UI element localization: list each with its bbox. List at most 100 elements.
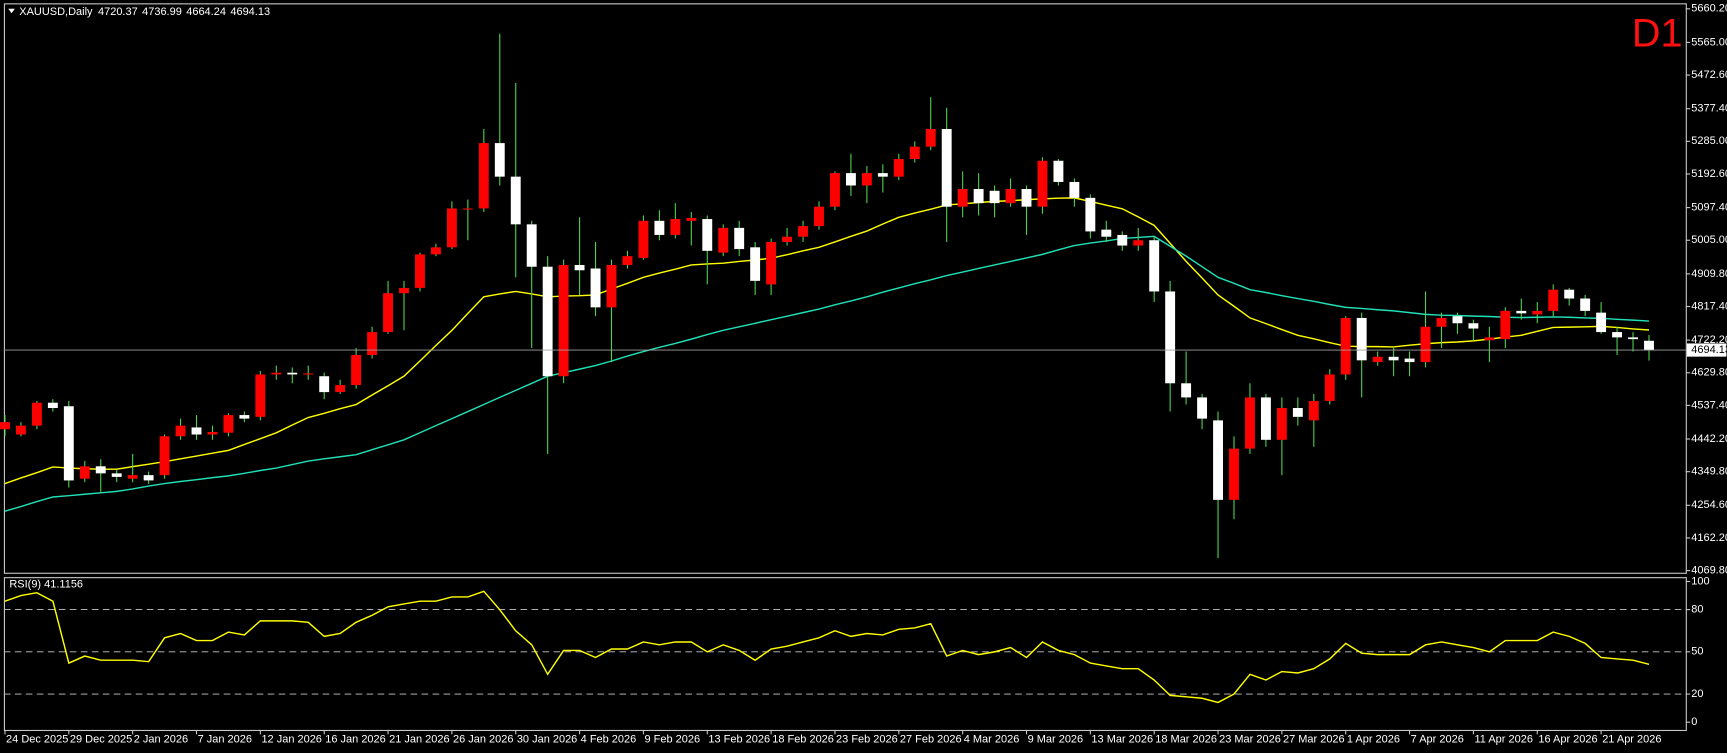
y-tick-label: 5285.00	[1691, 135, 1727, 147]
moving-average-line	[4, 197, 1650, 485]
candle-body	[399, 287, 409, 294]
candle-body	[670, 219, 681, 235]
candle-body	[271, 372, 282, 375]
candle-body	[1404, 358, 1415, 363]
candle-body	[1644, 340, 1654, 351]
x-tick-label: 4 Mar 2026	[964, 734, 1020, 746]
x-tick-label: 13 Mar 2026	[1091, 734, 1153, 746]
header-high: 4736.99	[142, 6, 182, 18]
candle-body	[1213, 420, 1223, 500]
candle-body	[207, 432, 218, 435]
candle-body	[590, 268, 601, 308]
candle-body	[1420, 326, 1431, 363]
candle-body	[462, 208, 473, 210]
candle-body	[973, 189, 984, 204]
candle-body	[702, 219, 713, 251]
candle-body	[686, 217, 697, 221]
header-low: 4664.24	[186, 6, 226, 18]
candle-body	[1260, 397, 1271, 440]
candle-body	[734, 227, 745, 250]
x-tick-label: 2 Jan 2026	[134, 734, 188, 746]
y-tick-label: 4349.80	[1691, 466, 1727, 478]
y-tick-label: 5192.60	[1691, 168, 1727, 180]
candle-body	[1245, 397, 1255, 449]
candle-body	[830, 173, 840, 207]
x-tick-label: 26 Jan 2026	[453, 734, 513, 746]
candle-body	[814, 206, 824, 227]
y-tick-label: 4442.20	[1691, 433, 1727, 445]
candle-body	[95, 466, 106, 474]
current-price-label: 4694.13	[1691, 344, 1727, 356]
y-tick-label: 4162.20	[1691, 532, 1727, 544]
candle-body	[766, 242, 777, 285]
candle-body	[957, 189, 968, 207]
candle-body	[494, 143, 505, 177]
header-open: 4720.37	[98, 6, 138, 18]
x-tick-label: 18 Mar 2026	[1155, 734, 1217, 746]
candle-body	[1340, 317, 1351, 375]
candle-body	[1149, 240, 1160, 292]
candle-body	[287, 372, 298, 375]
candle-body	[175, 425, 186, 437]
candle-body	[798, 226, 808, 237]
candle-body	[143, 475, 154, 481]
candle-body	[718, 227, 729, 253]
candle-body	[446, 208, 457, 248]
candle-body	[1197, 397, 1208, 419]
candle-body	[1101, 229, 1112, 237]
x-tick-label: 4 Feb 2026	[581, 734, 637, 746]
candle-body	[1548, 289, 1559, 311]
candle-body	[1468, 323, 1479, 329]
candle-body	[638, 220, 649, 258]
candle-body	[782, 236, 793, 243]
x-tick-label: 12 Jan 2026	[261, 734, 321, 746]
candle-body	[223, 415, 234, 433]
x-tick-label: 7 Jan 2026	[198, 734, 252, 746]
candle-body	[941, 128, 952, 207]
y-tick-label: 5565.00	[1691, 36, 1727, 48]
x-tick-label: 21 Apr 2026	[1602, 734, 1661, 746]
candle-body	[79, 466, 90, 479]
candle-body	[1532, 310, 1543, 315]
y-tick-label: 4629.80	[1691, 367, 1727, 379]
candle-body	[989, 190, 1000, 204]
candle-body	[1628, 337, 1638, 340]
x-tick-label: 7 Apr 2026	[1411, 734, 1464, 746]
candle-body	[1612, 332, 1623, 338]
y-tick-label: 4254.60	[1691, 499, 1727, 511]
x-tick-label: 27 Mar 2026	[1283, 734, 1345, 746]
candle-body	[877, 173, 888, 177]
candle-body	[1452, 316, 1463, 324]
y-tick-label: 5005.00	[1691, 234, 1727, 246]
candle-body	[415, 254, 425, 288]
candle-body	[1292, 408, 1303, 417]
candle-body	[558, 264, 569, 377]
candle-body	[1053, 160, 1064, 182]
candle-body	[335, 385, 346, 393]
candle-body	[909, 146, 920, 159]
candle-body	[526, 224, 537, 267]
x-tick-label: 11 Apr 2026	[1475, 734, 1533, 746]
candle-body	[31, 402, 42, 426]
candle-body	[478, 143, 489, 209]
x-tick-label: 24 Dec 2025	[6, 734, 68, 746]
menu-triangle	[8, 8, 15, 14]
candle-body	[1229, 448, 1239, 500]
candle-body	[1580, 298, 1591, 311]
y-tick-label: 20	[1691, 688, 1703, 700]
candle-body	[1117, 234, 1128, 246]
x-tick-label: 23 Feb 2026	[836, 734, 898, 746]
candle-body	[622, 256, 633, 265]
candle-body	[1085, 197, 1096, 232]
candle-body	[15, 425, 26, 435]
candle-body	[750, 247, 761, 281]
y-tick-label: 100	[1691, 575, 1709, 587]
candle-body	[47, 402, 58, 409]
x-tick-label: 21 Jan 2026	[389, 734, 449, 746]
y-tick-label: 4722.20	[1691, 334, 1727, 346]
candle-body	[303, 373, 314, 375]
candle-body	[1037, 160, 1048, 207]
y-tick-label: 5660.20	[1691, 3, 1727, 15]
